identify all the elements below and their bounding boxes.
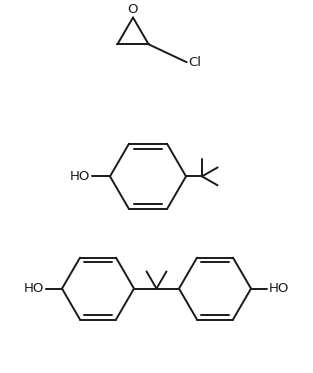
Text: HO: HO xyxy=(69,170,90,183)
Text: O: O xyxy=(128,3,138,16)
Text: HO: HO xyxy=(23,282,44,295)
Text: HO: HO xyxy=(269,282,290,295)
Text: Cl: Cl xyxy=(189,56,202,69)
